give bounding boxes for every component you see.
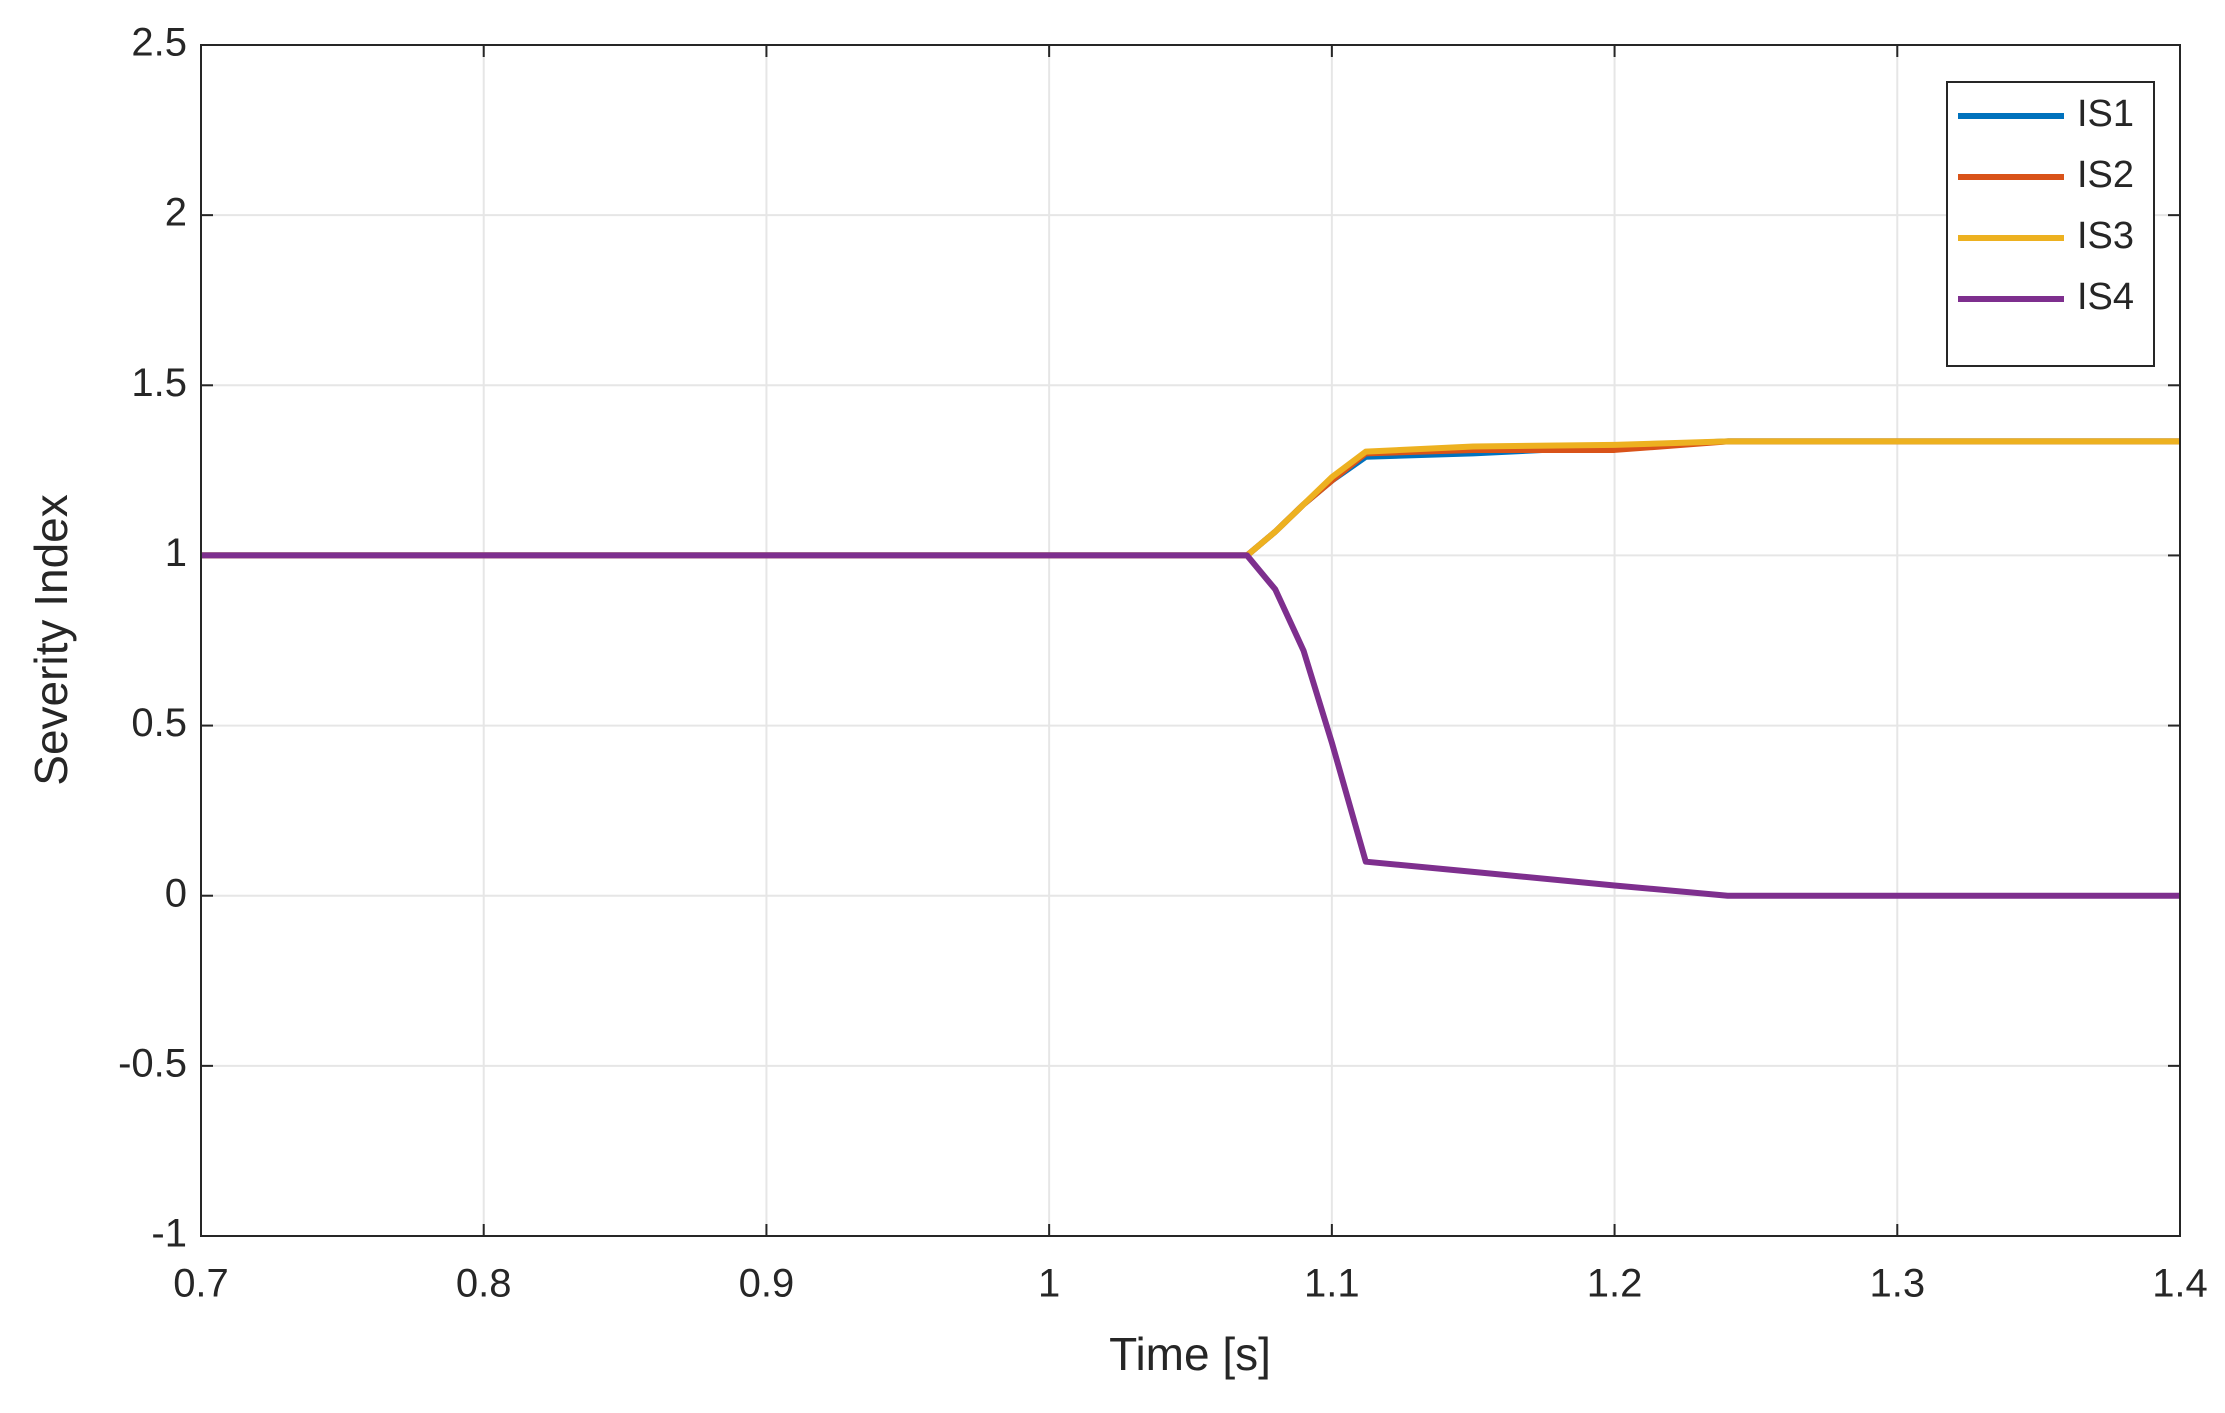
- y-tick-label: -0.5: [118, 1041, 187, 1085]
- y-axis-label: Severity Index: [25, 494, 77, 785]
- x-tick-label: 0.8: [456, 1262, 512, 1306]
- x-tick-label: 1.1: [1304, 1262, 1360, 1306]
- legend-label: IS3: [2077, 215, 2134, 257]
- x-tick-label: 1.3: [1869, 1262, 1925, 1306]
- y-tick-label: 0.5: [131, 701, 187, 745]
- y-tick-label: -1: [151, 1212, 187, 1256]
- legend-label: IS1: [2077, 93, 2134, 135]
- x-tick-label: 1: [1038, 1262, 1060, 1306]
- x-tick-label: 0.9: [739, 1262, 795, 1306]
- x-tick-label: 1.2: [1587, 1262, 1643, 1306]
- series-line: [201, 552, 2180, 899]
- x-tick-label: 0.7: [173, 1262, 229, 1306]
- y-tick-label: 1: [165, 531, 187, 575]
- y-tick-label: 0: [165, 871, 187, 915]
- plot-frame: [200, 44, 2181, 1237]
- x-axis-label: Time [s]: [1109, 1328, 1271, 1380]
- legend-label: IS2: [2077, 154, 2134, 196]
- y-tick-label: 2: [165, 191, 187, 235]
- y-tick-label: 2.5: [131, 21, 187, 65]
- x-tick-label: 1.4: [2152, 1262, 2208, 1306]
- series-line: [201, 438, 2180, 559]
- plot-area: [201, 45, 2180, 1236]
- y-tick-label: 1.5: [131, 361, 187, 405]
- legend-box: [1946, 81, 2155, 367]
- legend-label: IS4: [2077, 276, 2134, 318]
